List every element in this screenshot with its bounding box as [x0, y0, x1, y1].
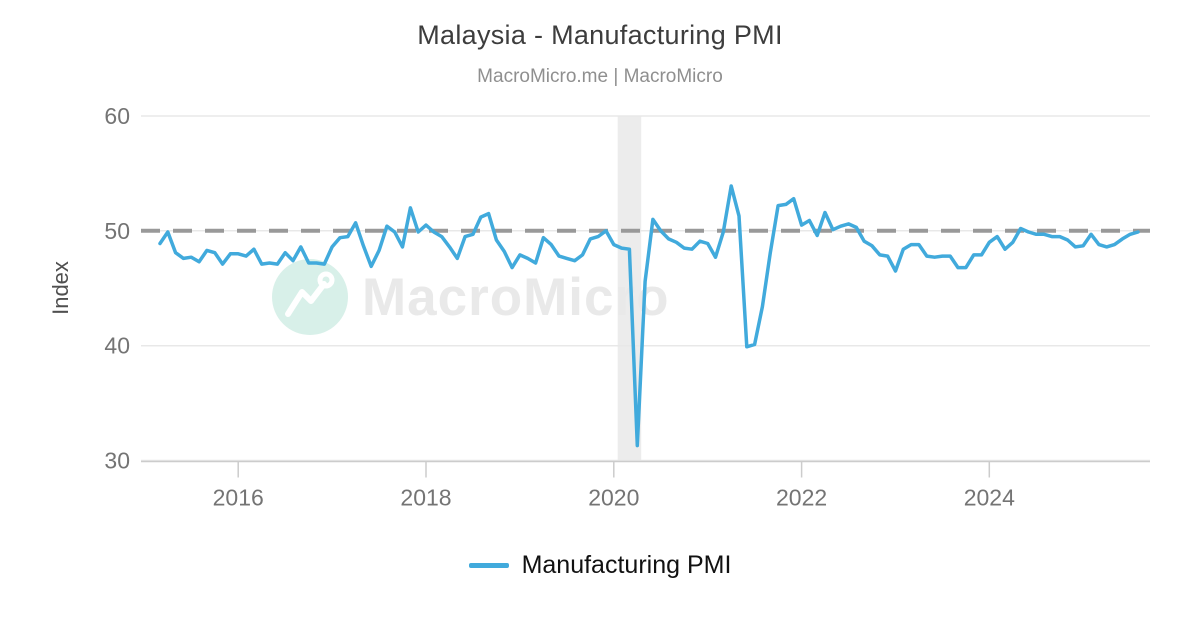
- watermark-logo-zigzag: [285, 281, 327, 317]
- legend-swatch-line: [468, 563, 509, 568]
- y-axis-label: Index: [48, 261, 73, 315]
- x-tick-label: 2020: [588, 485, 639, 511]
- legend: Manufacturing PMI: [0, 551, 1200, 580]
- y-tick-label: 60: [104, 103, 130, 129]
- page-title: Malaysia - Manufacturing PMI: [417, 20, 783, 50]
- watermark-text: MacroMicro: [362, 268, 669, 327]
- page-subtitle: MacroMicro.me | MacroMicro: [477, 66, 723, 87]
- legend-label: Manufacturing PMI: [521, 551, 732, 579]
- watermark-logo-dot: [317, 271, 335, 289]
- legend-item-manufacturing-pmi[interactable]: Manufacturing PMI: [468, 551, 732, 580]
- y-tick-label: 40: [104, 333, 130, 359]
- watermark: MacroMicro: [272, 259, 669, 335]
- y-tick-label: 30: [104, 448, 130, 474]
- x-tick-label: 2016: [213, 485, 264, 511]
- x-tick-label: 2024: [964, 485, 1015, 511]
- y-tick-label: 50: [104, 218, 130, 244]
- x-tick-label: 2018: [400, 485, 451, 511]
- series-manufacturing-pmi: [158, 184, 1140, 448]
- x-tick-label: 2022: [776, 485, 827, 511]
